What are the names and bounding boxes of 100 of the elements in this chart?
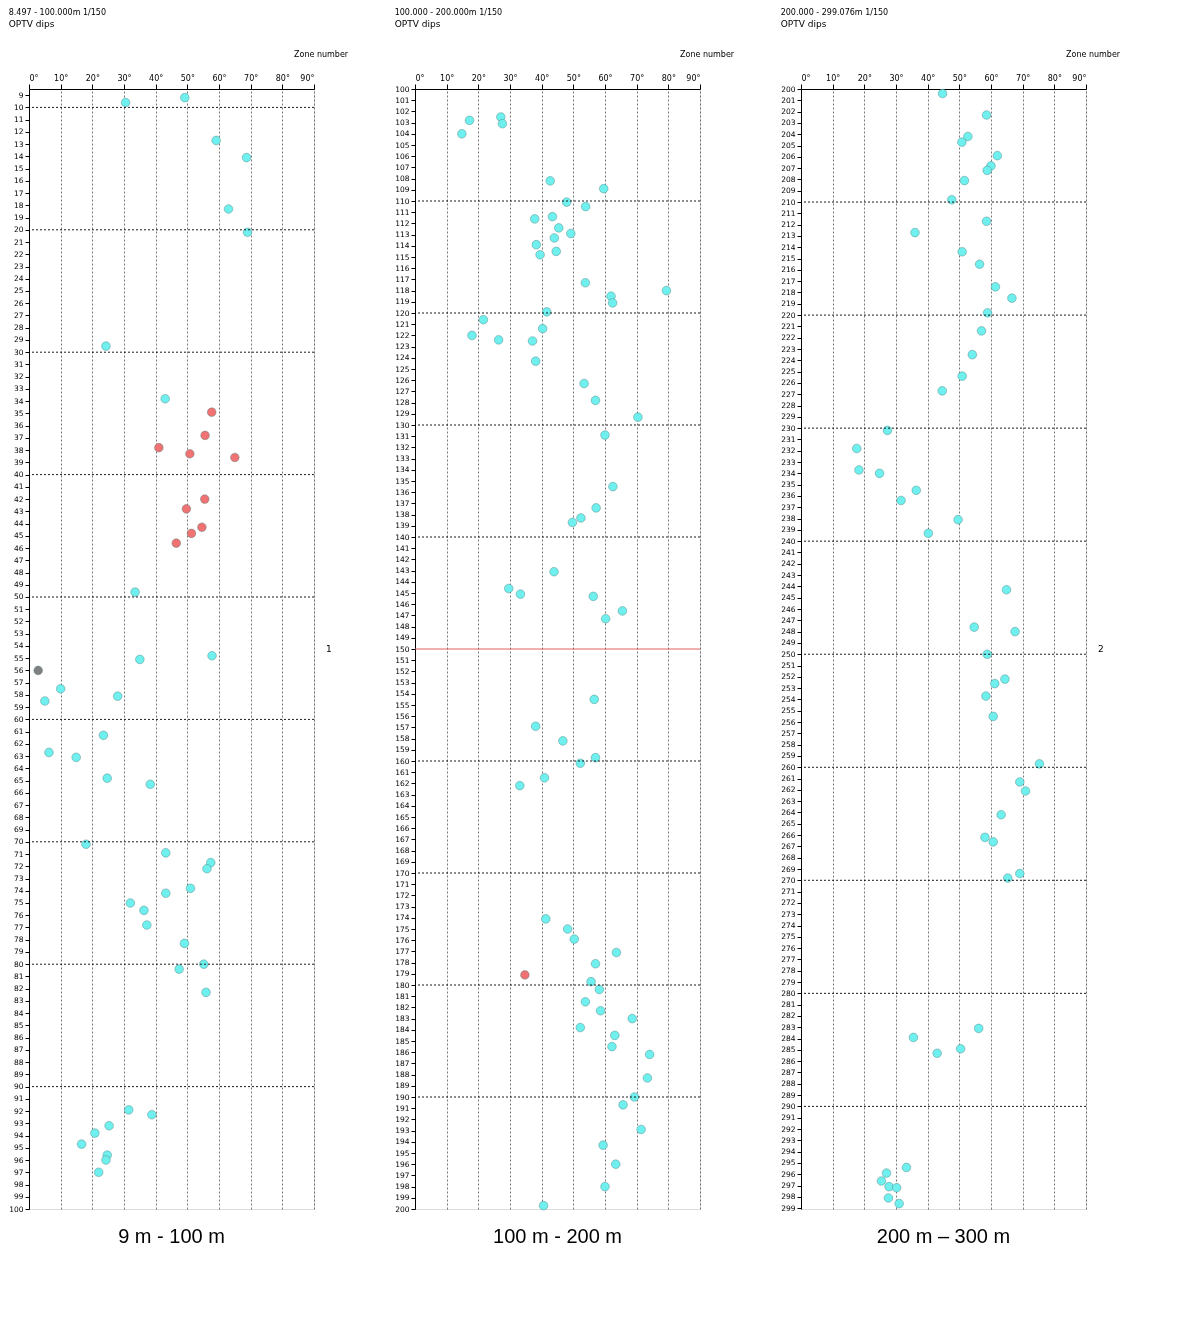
point (963, 131, 973, 141)
x-tick-label: 60° (212, 73, 227, 83)
point (990, 679, 1000, 689)
chart-subtitle: OPTV dips (780, 19, 827, 29)
point (171, 538, 181, 548)
x-tick-label: 0° (29, 73, 39, 83)
point (923, 528, 933, 538)
x-tick-label: 70° (630, 73, 645, 83)
point (124, 1105, 134, 1115)
point (1001, 585, 1012, 595)
chart-title: 200.000 - 299.076m 1/150 (780, 8, 889, 17)
point (242, 227, 253, 237)
point (71, 752, 81, 762)
point (988, 837, 998, 847)
point (969, 622, 979, 632)
point (881, 1168, 892, 1178)
text: 9 m - 100 m (118, 1225, 225, 1247)
text: 100 m - 200 m (493, 1225, 622, 1247)
point (160, 394, 170, 404)
point (1015, 869, 1025, 879)
point (200, 430, 210, 440)
point (992, 151, 1002, 161)
point (207, 651, 217, 661)
point (1007, 293, 1017, 303)
point (142, 920, 152, 930)
point (957, 137, 967, 147)
point (90, 1128, 100, 1138)
x-tick-label: 10° (54, 73, 69, 83)
point (953, 515, 963, 525)
x-tick-label: 20° (471, 73, 486, 83)
point (94, 1167, 104, 1177)
point (892, 1183, 902, 1193)
point (211, 135, 221, 145)
point (976, 326, 987, 336)
point (980, 832, 990, 842)
x-tick-label: 50° (952, 73, 967, 83)
point (81, 839, 91, 849)
x-tick-label: 90° (300, 73, 315, 83)
point (185, 883, 196, 893)
chart-subtitle: OPTV dips (8, 19, 55, 29)
x-tick-label: 0° (415, 73, 425, 83)
text: Zone number (1066, 50, 1121, 59)
x-tick-label: 80° (1047, 73, 1062, 83)
point (988, 711, 998, 721)
point (186, 528, 196, 538)
point (130, 587, 140, 597)
point (956, 1044, 966, 1054)
point (932, 1048, 942, 1058)
x-tick-label: 40° (921, 73, 936, 83)
point (161, 888, 171, 898)
point (875, 468, 885, 478)
point (957, 247, 967, 257)
point (967, 350, 977, 360)
point (139, 905, 149, 915)
point (197, 522, 207, 532)
point (154, 443, 164, 453)
point (982, 165, 992, 175)
point (854, 465, 864, 475)
text: 200 m – 300 m (876, 1225, 1011, 1247)
point (104, 1121, 114, 1131)
point (40, 696, 50, 706)
x-tick-label: 30° (117, 73, 132, 83)
point (937, 386, 947, 396)
text: 1 (326, 644, 332, 654)
point (200, 494, 210, 504)
x-tick-label: 80° (275, 73, 290, 83)
point (974, 1023, 984, 1033)
text: 2 (1098, 644, 1104, 654)
point (1015, 777, 1025, 787)
x-tick-label: 0° (801, 73, 811, 83)
x-tick-label: 80° (661, 73, 676, 83)
point (185, 449, 195, 459)
point (181, 504, 191, 514)
point (201, 987, 211, 997)
x-tick-label: 70° (1016, 73, 1031, 83)
point (884, 1182, 894, 1192)
x-tick-label: 40° (149, 73, 164, 83)
point (982, 649, 992, 659)
point (125, 898, 135, 908)
point (77, 1139, 87, 1149)
point (990, 282, 1000, 292)
point (894, 1199, 904, 1209)
point (1003, 873, 1013, 883)
text: Zone number (294, 50, 349, 59)
point (901, 1162, 911, 1172)
x-tick-label: 60° (984, 73, 999, 83)
x-tick-label: 20° (857, 73, 872, 83)
point (852, 443, 862, 453)
text: Zone number (680, 50, 735, 59)
point (145, 779, 155, 789)
x-tick-label: 90° (1072, 73, 1087, 83)
point (202, 864, 212, 874)
point (1010, 627, 1020, 637)
point (230, 452, 240, 462)
chart-subtitle: OPTV dips (394, 19, 441, 29)
point (174, 964, 184, 974)
point (135, 654, 145, 664)
x-tick-label: 60° (598, 73, 613, 83)
point (44, 747, 54, 757)
point (1020, 786, 1031, 796)
